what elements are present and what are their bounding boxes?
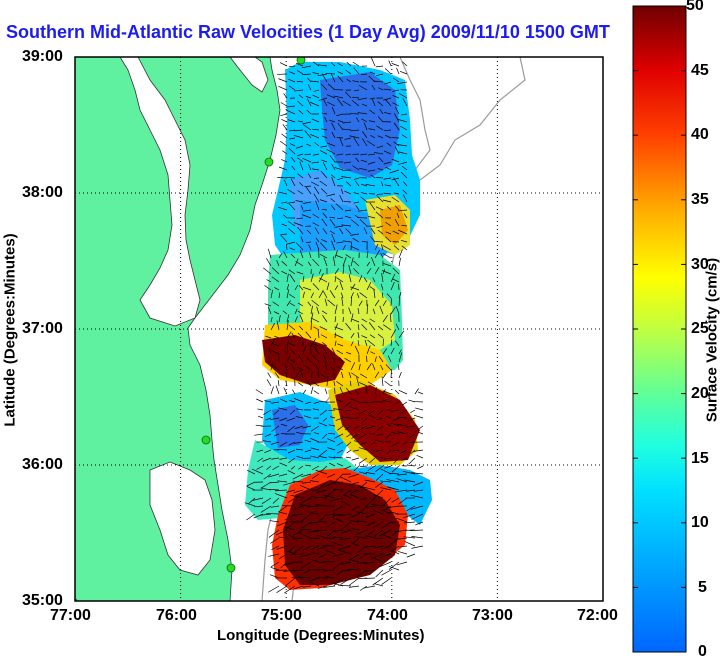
x-tick-label: 73:00 [472,607,513,625]
y-tick-label: 36:00 [22,456,63,474]
x-tick-label: 75:00 [261,607,302,625]
x-tick-label: 72:00 [577,607,618,625]
station-marker [227,564,235,572]
station-marker [265,158,273,166]
y-tick-label: 37:00 [22,320,63,338]
station-marker [202,436,210,444]
colorbar-tick: 0 [698,643,707,661]
colorbar-tick: 5 [698,579,707,597]
x-tick-label: 74:00 [367,607,408,625]
colorbar-tick: 35 [691,191,709,209]
colorbar-tick: 50 [686,0,704,15]
colorbar-tick: 10 [691,514,709,532]
colorbar [633,6,686,652]
y-axis-title: Latitude (Degrees:Minutes) [2,233,19,426]
velocity-vector [409,442,415,443]
y-tick-label: 35:00 [22,592,63,610]
colorbar-title: Surface Velocity (cm/s) [704,258,721,422]
colorbar-tick: 45 [691,62,709,80]
y-tick-label: 38:00 [22,184,63,202]
x-axis-title: Longitude (Degrees:Minutes) [217,627,425,644]
x-tick-label: 76:00 [156,607,197,625]
colorbar-tick: 15 [691,450,709,468]
colorbar-tick: 40 [691,126,709,144]
y-tick-label: 39:00 [22,48,63,66]
